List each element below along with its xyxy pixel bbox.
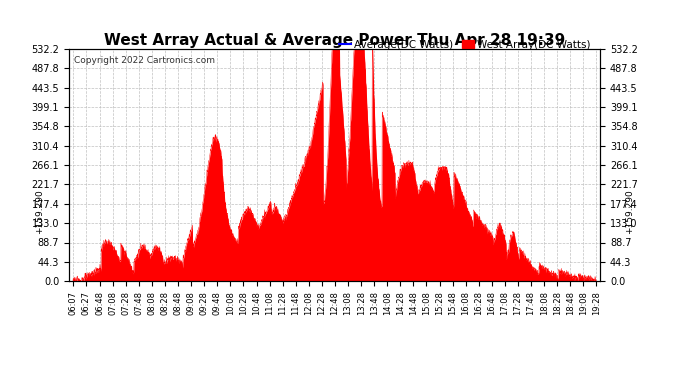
Text: Copyright 2022 Cartronics.com: Copyright 2022 Cartronics.com [75, 56, 215, 65]
Legend: Average(DC Watts), West Array(DC Watts): Average(DC Watts), West Array(DC Watts) [335, 35, 595, 54]
Title: West Array Actual & Average Power Thu Apr 28 19:39: West Array Actual & Average Power Thu Ap… [104, 33, 565, 48]
Text: +159.290: +159.290 [625, 189, 634, 234]
Text: +159.290: +159.290 [35, 189, 44, 234]
